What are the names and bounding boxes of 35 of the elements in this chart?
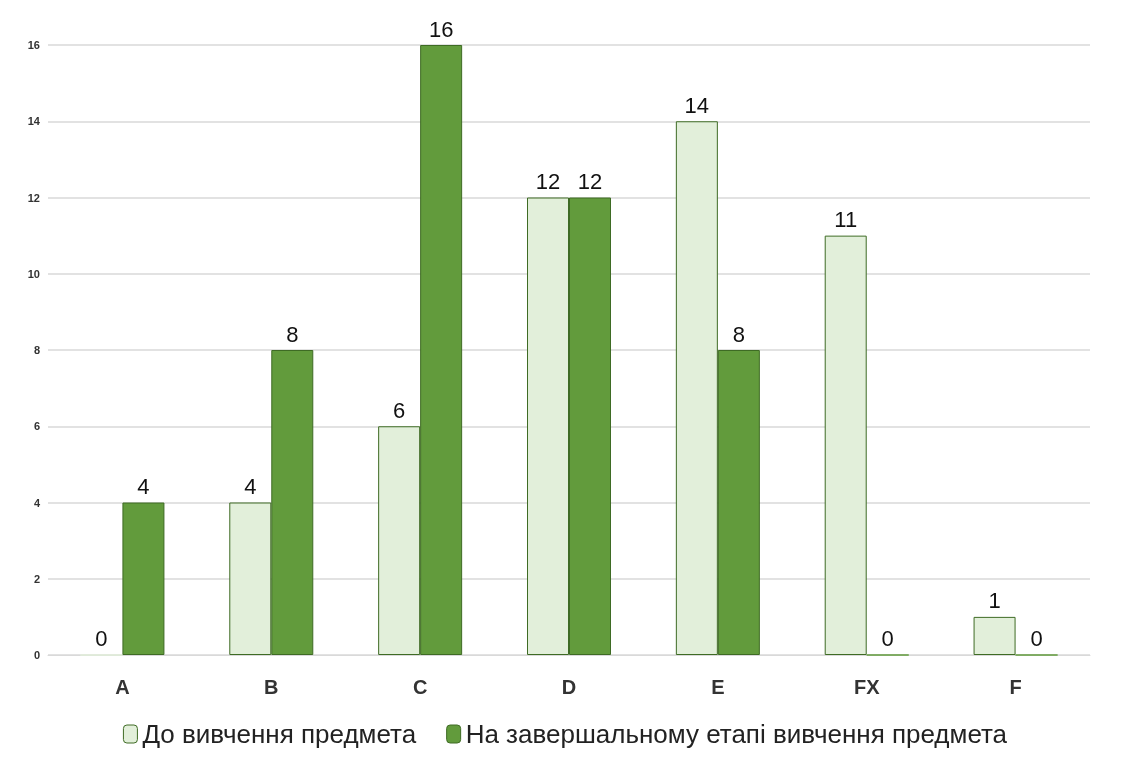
data-label: 4 bbox=[244, 474, 257, 499]
data-label: 11 bbox=[834, 207, 858, 233]
x-tick-label: A bbox=[115, 676, 130, 698]
data-label: 14 bbox=[684, 92, 710, 118]
y-tick-label: 12 bbox=[27, 191, 40, 204]
y-tick-label: 6 bbox=[33, 420, 40, 433]
data-label: 1 bbox=[988, 588, 1001, 614]
x-tick-label: D bbox=[561, 676, 577, 698]
y-tick-label: 0 bbox=[33, 649, 40, 661]
legend-label: До вивчення предмета bbox=[142, 719, 417, 749]
data-label: 0 bbox=[1030, 626, 1043, 651]
legend-label: На завершальному етапі вивчення предмета bbox=[465, 719, 1008, 749]
data-label: 4 bbox=[137, 474, 150, 499]
bar bbox=[824, 235, 867, 655]
y-tick-label: 14 bbox=[27, 115, 41, 128]
y-tick-label: 2 bbox=[33, 572, 40, 585]
x-tick-label: C bbox=[412, 676, 428, 698]
y-tick-label: 16 bbox=[27, 39, 40, 51]
y-tick-label: 10 bbox=[27, 267, 40, 280]
x-tick-label: FX bbox=[853, 676, 881, 698]
y-tick-label: 4 bbox=[33, 496, 41, 509]
data-label: 12 bbox=[535, 169, 561, 194]
data-label: 0 bbox=[881, 626, 894, 651]
x-tick-label: E bbox=[711, 676, 725, 698]
data-label: 0 bbox=[95, 626, 108, 651]
data-label: 16 bbox=[428, 16, 454, 42]
data-label: 8 bbox=[732, 321, 745, 347]
x-tick-label: F bbox=[1009, 676, 1022, 698]
bar bbox=[973, 616, 1016, 655]
data-label: 12 bbox=[577, 169, 603, 194]
data-label: 6 bbox=[393, 397, 406, 423]
data-label: 8 bbox=[286, 321, 299, 347]
y-tick-label: 8 bbox=[33, 344, 40, 356]
bar bbox=[122, 502, 165, 655]
x-tick-label: B bbox=[264, 676, 279, 698]
